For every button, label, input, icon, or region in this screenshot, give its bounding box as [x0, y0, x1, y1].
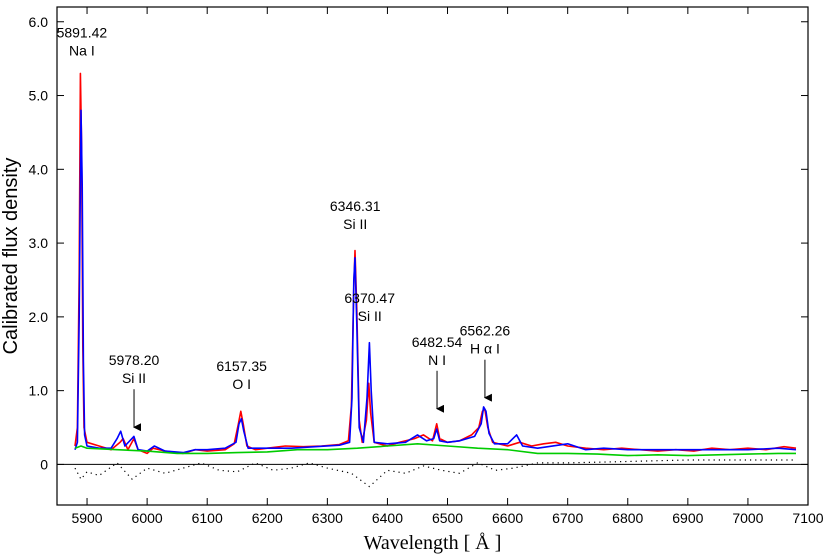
- series-line-4: [74, 459, 796, 488]
- x-tick-label: 6800: [612, 510, 643, 526]
- series-line-2: [74, 109, 797, 454]
- annotation-wavelength: 5891.42: [57, 24, 108, 40]
- annotation-element: Na I: [69, 42, 95, 58]
- annotation-element: Si II: [358, 308, 382, 324]
- annotation-element: N I: [428, 352, 446, 368]
- y-tick-labels: 0 1.0 2.0 3.0 4.0 5.0 6.0: [29, 14, 49, 473]
- axis-ticks: [57, 7, 809, 505]
- annotation-element: O I: [232, 376, 251, 392]
- x-tick-label: 6900: [672, 510, 703, 526]
- x-tick-label: 6500: [432, 510, 463, 526]
- y-tick-label: 4.0: [29, 161, 49, 177]
- x-tick-label: 6000: [132, 510, 163, 526]
- annotation-element: H α I: [470, 341, 500, 357]
- annotation-wavelength: 5978.20: [109, 352, 160, 368]
- x-axis-title: Wavelength [ Å ]: [364, 532, 502, 554]
- x-tick-label: 7100: [792, 510, 823, 526]
- annotation-element: Si II: [343, 216, 367, 232]
- line-annotations: 5891.42 Na I 5978.20 Si II 6157.35 O I 6346.31…: [57, 24, 511, 432]
- annotation-wavelength: 6157.35: [216, 358, 267, 374]
- x-tick-label: 6400: [372, 510, 403, 526]
- y-tick-label: 1.0: [29, 383, 49, 399]
- y-tick-label: 2.0: [29, 309, 49, 325]
- annotation-wavelength: 6346.31: [330, 198, 381, 214]
- series-line-1: [74, 72, 797, 455]
- x-tick-labels: 5900 6000 6100 6200 6300 6400 6500 6600 6700 6800…: [71, 510, 823, 526]
- annotation-wavelength: 6370.47: [344, 290, 395, 306]
- annotation-element: Si II: [122, 370, 146, 386]
- y-axis-title: Calibrated flux density: [0, 158, 22, 355]
- x-tick-label: 5900: [71, 510, 102, 526]
- x-tick-label: 6300: [312, 510, 343, 526]
- annotation-wavelength: 6562.26: [460, 323, 511, 339]
- y-tick-label: 5.0: [29, 88, 49, 104]
- x-tick-label: 6700: [552, 510, 583, 526]
- plot-frame: [56, 6, 809, 506]
- series-line-3: [74, 442, 796, 457]
- x-tick-label: 6600: [492, 510, 523, 526]
- x-tick-label: 6100: [192, 510, 223, 526]
- y-tick-label: 0: [40, 456, 48, 472]
- y-tick-label: 3.0: [29, 235, 49, 251]
- x-tick-label: 7000: [732, 510, 763, 526]
- series-layer: [74, 72, 797, 488]
- x-tick-label: 6200: [252, 510, 283, 526]
- annotation-wavelength: 6482.54: [412, 334, 463, 350]
- y-tick-label: 6.0: [29, 14, 49, 30]
